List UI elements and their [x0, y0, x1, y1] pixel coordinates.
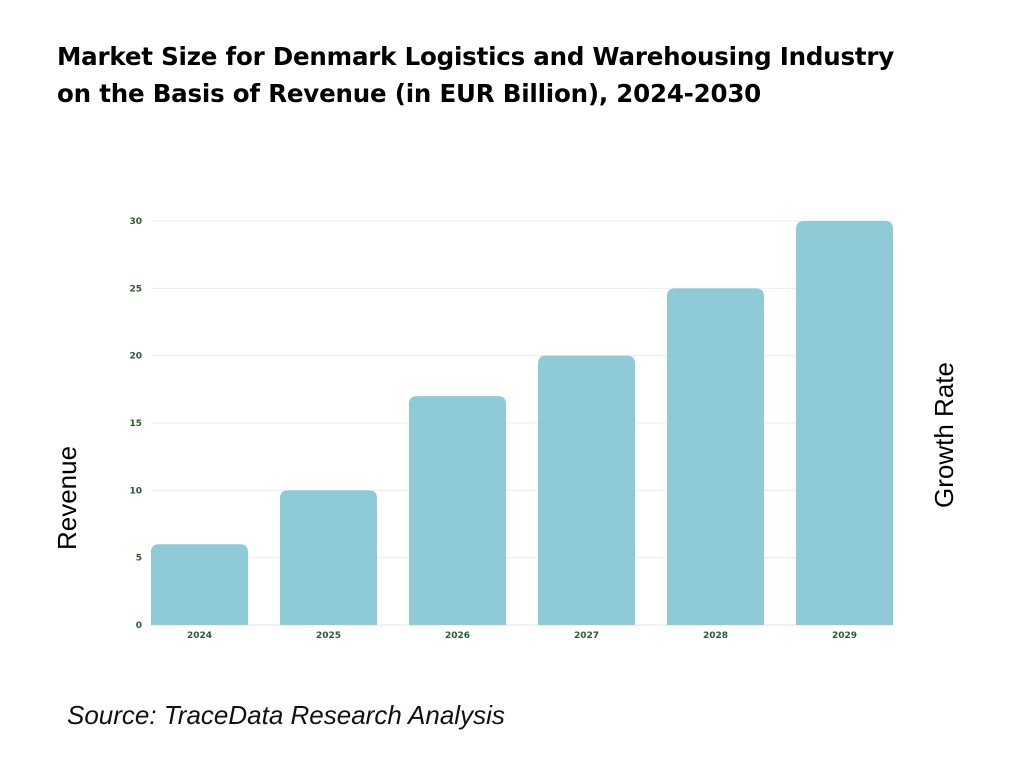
- y-axis-ticks: 0 5 10 15 20 25 30: [129, 217, 142, 631]
- y-tick-label: 25: [129, 284, 142, 294]
- chart-title-line-1: Market Size for Denmark Logistics and Wa…: [57, 42, 895, 71]
- bars: [151, 221, 893, 625]
- bar-2024: [151, 544, 248, 625]
- bar-2027: [538, 355, 635, 625]
- bar-2029: [796, 221, 893, 625]
- y-axis-title: Revenue: [52, 446, 82, 550]
- x-tick-label: 2025: [316, 631, 341, 641]
- y-tick-label: 30: [129, 217, 142, 227]
- y-tick-label: 20: [129, 352, 142, 362]
- y-tick-label: 10: [129, 486, 142, 496]
- bar-2028: [667, 288, 764, 625]
- y-tick-label: 5: [136, 554, 142, 564]
- chart-title-line-2: on the Basis of Revenue (in EUR Billion)…: [57, 79, 762, 108]
- x-tick-label: 2027: [574, 631, 599, 641]
- x-tick-label: 2026: [445, 631, 470, 641]
- bar-2025: [280, 490, 377, 625]
- x-axis-ticks: 2024 2025 2026 2027 2028 2029: [187, 631, 857, 641]
- x-tick-label: 2028: [703, 631, 728, 641]
- y-tick-label: 0: [136, 621, 142, 631]
- secondary-y-axis-title: Growth Rate: [929, 362, 959, 508]
- bar-2026: [409, 396, 506, 625]
- y-tick-label: 15: [129, 419, 142, 429]
- source-note: Source: TraceData Research Analysis: [67, 700, 505, 730]
- x-tick-label: 2024: [187, 631, 212, 641]
- chart-title: Market Size for Denmark Logistics and Wa…: [57, 38, 977, 112]
- gridlines: [151, 220, 893, 626]
- x-tick-label: 2029: [832, 631, 857, 641]
